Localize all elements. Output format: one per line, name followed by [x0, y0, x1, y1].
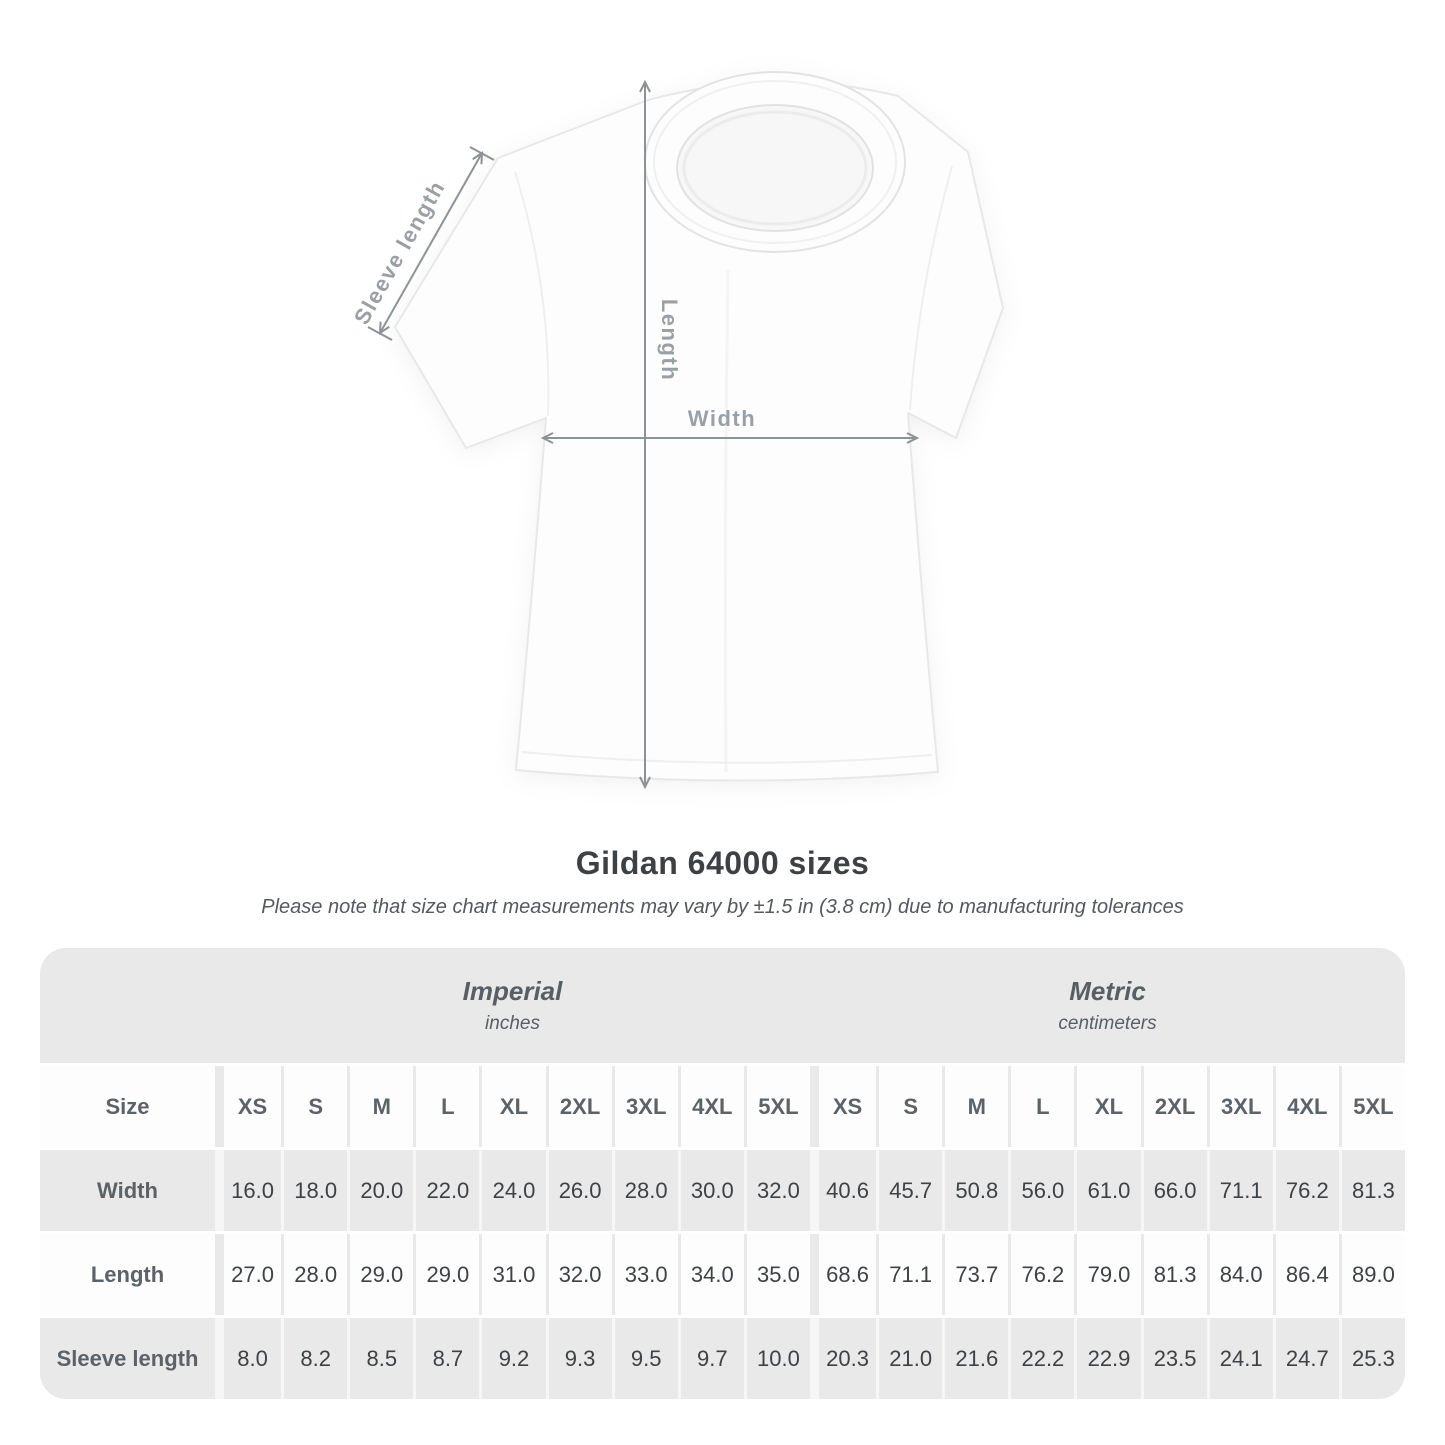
width-label: Width	[688, 406, 756, 431]
shirt-illustration: Length Width Sleeve length	[349, 71, 1004, 790]
tshirt-shape	[394, 71, 1004, 782]
value-cell: 9.2	[479, 1318, 546, 1399]
value-cell: 16.0	[215, 1150, 282, 1231]
value-cell: 25.3	[1338, 1318, 1405, 1399]
value-cell: 73.7	[942, 1234, 1009, 1315]
imperial-unit-label: inches	[485, 1013, 540, 1034]
size-header-cell: XS	[215, 1066, 282, 1147]
size-header-cell: 3XL	[1206, 1066, 1273, 1147]
table-corner-spacer	[40, 948, 215, 1063]
size-header-cell: L	[1008, 1066, 1075, 1147]
value-cell: 71.1	[876, 1234, 943, 1315]
length-label: Length	[657, 299, 682, 381]
value-cell: 9.7	[677, 1318, 744, 1399]
value-cell: 86.4	[1272, 1234, 1339, 1315]
value-cell: 8.2	[281, 1318, 348, 1399]
size-header-cell: 2XL	[1140, 1066, 1207, 1147]
value-cell: 18.0	[281, 1150, 348, 1231]
value-cell: 30.0	[677, 1150, 744, 1231]
value-cell: 9.3	[545, 1318, 612, 1399]
value-cell: 26.0	[545, 1150, 612, 1231]
value-cell: 23.5	[1140, 1318, 1207, 1399]
size-header-cell: XL	[479, 1066, 546, 1147]
value-cell: 9.5	[611, 1318, 678, 1399]
size-header-cell: 5XL	[743, 1066, 810, 1147]
value-cell: 27.0	[215, 1234, 282, 1315]
row-label: Length	[40, 1234, 215, 1315]
value-cell: 89.0	[1338, 1234, 1405, 1315]
value-cell: 24.0	[479, 1150, 546, 1231]
value-cell: 8.7	[413, 1318, 480, 1399]
value-cell: 20.0	[347, 1150, 414, 1231]
value-cell: 8.0	[215, 1318, 282, 1399]
value-cell: 28.0	[611, 1150, 678, 1231]
size-column-title: Size	[40, 1066, 215, 1147]
metric-label: Metric	[1069, 976, 1146, 1006]
row-label: Sleeve length	[40, 1318, 215, 1399]
value-cell: 10.0	[743, 1318, 810, 1399]
value-cell: 45.7	[876, 1150, 943, 1231]
value-cell: 61.0	[1074, 1150, 1141, 1231]
tolerance-note: Please note that size chart measurements…	[261, 896, 1184, 918]
value-cell: 24.1	[1206, 1318, 1273, 1399]
value-cell: 32.0	[743, 1150, 810, 1231]
value-cell: 22.2	[1008, 1318, 1075, 1399]
size-header-cell: 5XL	[1338, 1066, 1405, 1147]
value-cell: 20.3	[810, 1318, 877, 1399]
size-header-cell: XL	[1074, 1066, 1141, 1147]
value-cell: 84.0	[1206, 1234, 1273, 1315]
value-cell: 56.0	[1008, 1150, 1075, 1231]
value-cell: 50.8	[942, 1150, 1009, 1231]
size-header-cell: 2XL	[545, 1066, 612, 1147]
size-header-cell: S	[281, 1066, 348, 1147]
value-cell: 8.5	[347, 1318, 414, 1399]
value-cell: 81.3	[1338, 1150, 1405, 1231]
value-cell: 29.0	[347, 1234, 414, 1315]
value-cell: 32.0	[545, 1234, 612, 1315]
value-cell: 79.0	[1074, 1234, 1141, 1315]
value-cell: 28.0	[281, 1234, 348, 1315]
size-header-cell: M	[942, 1066, 1009, 1147]
imperial-group-header: Imperial inches	[215, 948, 810, 1063]
metric-unit-label: centimeters	[1058, 1013, 1157, 1034]
value-cell: 76.2	[1272, 1150, 1339, 1231]
size-header-cell: M	[347, 1066, 414, 1147]
value-cell: 21.0	[876, 1318, 943, 1399]
size-header-cell: L	[413, 1066, 480, 1147]
shirt-diagram: Length Width Sleeve length	[340, 52, 1064, 820]
row-label: Width	[40, 1150, 215, 1231]
value-cell: 68.6	[810, 1234, 877, 1315]
size-header-cell: 3XL	[611, 1066, 678, 1147]
value-cell: 33.0	[611, 1234, 678, 1315]
value-cell: 35.0	[743, 1234, 810, 1315]
size-header-cell: 4XL	[677, 1066, 744, 1147]
size-header-cell: 4XL	[1272, 1066, 1339, 1147]
size-header-cell: S	[876, 1066, 943, 1147]
value-cell: 21.6	[942, 1318, 1009, 1399]
value-cell: 34.0	[677, 1234, 744, 1315]
size-header-cell: XS	[810, 1066, 877, 1147]
value-cell: 71.1	[1206, 1150, 1273, 1231]
value-cell: 81.3	[1140, 1234, 1207, 1315]
value-cell: 29.0	[413, 1234, 480, 1315]
sleeve-length-arrow	[367, 146, 495, 341]
imperial-label: Imperial	[462, 976, 563, 1006]
value-cell: 22.9	[1074, 1318, 1141, 1399]
value-cell: 24.7	[1272, 1318, 1339, 1399]
value-cell: 31.0	[479, 1234, 546, 1315]
value-cell: 76.2	[1008, 1234, 1075, 1315]
value-cell: 40.6	[810, 1150, 877, 1231]
value-cell: 66.0	[1140, 1150, 1207, 1231]
metric-group-header: Metric centimeters	[810, 948, 1405, 1063]
size-table: Imperial inches Metric centimeters Size X…	[40, 948, 1405, 1399]
page-title: Gildan 64000 sizes	[575, 845, 870, 881]
value-cell: 22.0	[413, 1150, 480, 1231]
